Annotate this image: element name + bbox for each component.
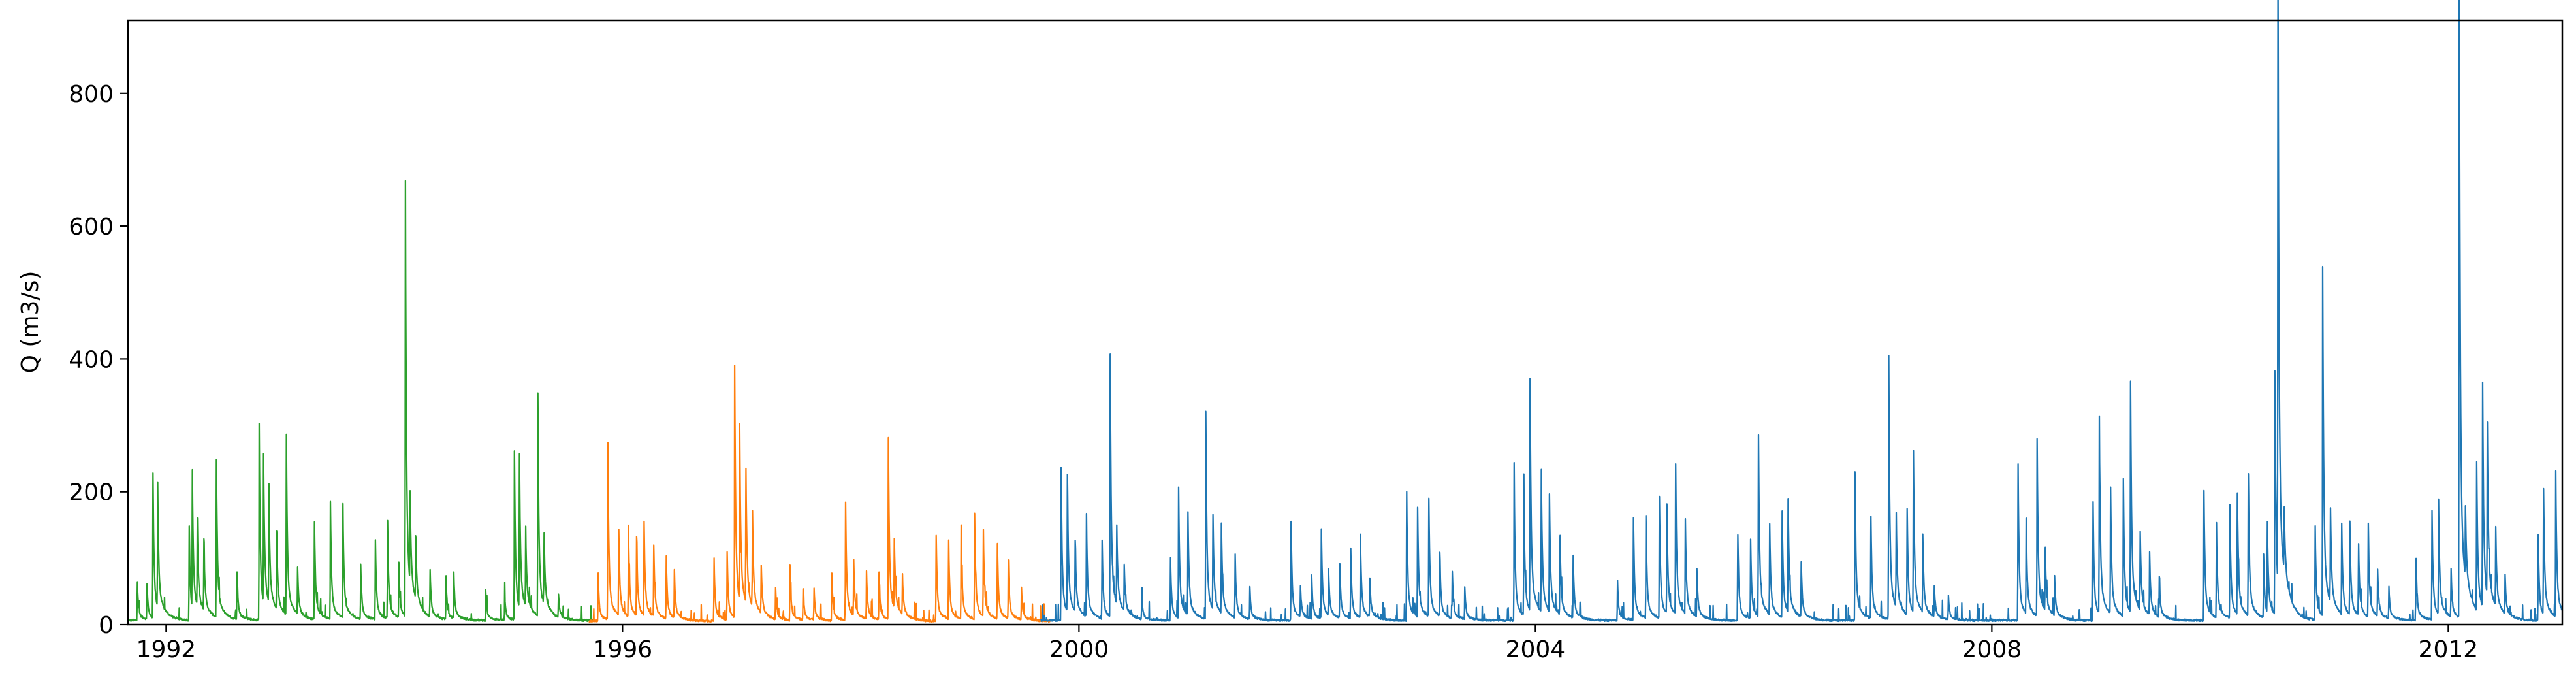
y-tick-label: 0	[99, 612, 114, 639]
x-tick-label: 2012	[2419, 636, 2479, 663]
x-tick-label: 1996	[593, 636, 653, 663]
y-tick-label: 400	[69, 346, 114, 373]
y-tick-label: 600	[69, 214, 114, 240]
series-line-1	[127, 180, 594, 623]
x-tick-label: 2008	[1962, 636, 2022, 663]
x-tick-label: 2004	[1506, 636, 1566, 663]
y-tick-label: 200	[69, 480, 114, 506]
series-line-3	[1040, 0, 2564, 623]
x-tick-label: 1992	[136, 636, 197, 663]
y-tick-label: 800	[69, 81, 114, 108]
x-tick-label: 2000	[1049, 636, 1109, 663]
plot-frame	[127, 19, 2564, 626]
y-axis: 0 200 400 600 800	[69, 81, 128, 639]
x-axis: 1992 1996 2000 2004 2008 2012	[136, 625, 2479, 663]
series-lines	[127, 0, 2564, 623]
series-line-2	[588, 365, 1051, 623]
y-axis-label: Q (m3/s)	[17, 271, 44, 374]
